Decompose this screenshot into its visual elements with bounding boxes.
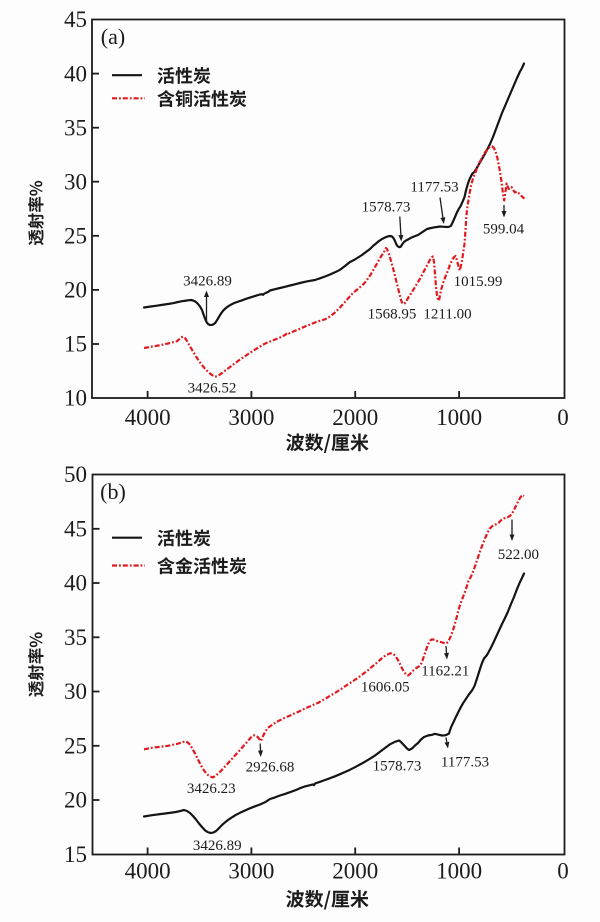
svg-text:2926.68: 2926.68 [246,760,295,776]
svg-text:(a): (a) [101,24,125,49]
svg-text:2000: 2000 [332,859,378,884]
svg-text:3426.23: 3426.23 [187,781,236,797]
svg-text:4000: 4000 [125,405,171,430]
svg-text:15: 15 [64,842,87,867]
svg-text:30: 30 [64,679,87,704]
svg-text:(b): (b) [100,479,126,504]
svg-text:25: 25 [64,224,87,249]
svg-text:1015.99: 1015.99 [454,274,503,290]
svg-text:15: 15 [64,332,87,357]
svg-text:3000: 3000 [228,859,274,884]
svg-text:45: 45 [64,517,87,542]
svg-text:35: 35 [64,625,87,650]
svg-text:3426.89: 3426.89 [193,838,242,854]
svg-text:0: 0 [557,859,569,884]
svg-text:1177.53: 1177.53 [441,755,489,771]
svg-text:1568.95: 1568.95 [368,307,417,323]
svg-text:1211.00: 1211.00 [423,307,471,323]
svg-text:3426.89: 3426.89 [183,274,232,290]
svg-text:3426.52: 3426.52 [188,381,237,397]
svg-text:1162.21: 1162.21 [421,664,469,680]
svg-text:45: 45 [64,7,87,32]
svg-text:40: 40 [64,61,87,86]
svg-text:1000: 1000 [436,405,482,430]
svg-text:599.04: 599.04 [483,222,525,238]
svg-text:4000: 4000 [125,859,171,884]
svg-text:30: 30 [64,169,87,194]
svg-text:2000: 2000 [332,405,378,430]
svg-text:1578.73: 1578.73 [373,758,422,774]
svg-text:10: 10 [64,386,87,411]
svg-text:1578.73: 1578.73 [362,200,411,216]
svg-text:40: 40 [64,571,87,596]
svg-text:20: 20 [64,278,87,303]
svg-text:3000: 3000 [228,405,274,430]
svg-text:1000: 1000 [436,859,482,884]
svg-text:1177.53: 1177.53 [410,180,458,196]
svg-text:35: 35 [64,115,87,140]
svg-text:1606.05: 1606.05 [361,680,410,696]
svg-text:0: 0 [557,405,569,430]
svg-text:20: 20 [64,788,87,813]
svg-text:522.00: 522.00 [498,547,539,563]
svg-text:25: 25 [64,734,87,759]
svg-text:50: 50 [64,462,87,487]
